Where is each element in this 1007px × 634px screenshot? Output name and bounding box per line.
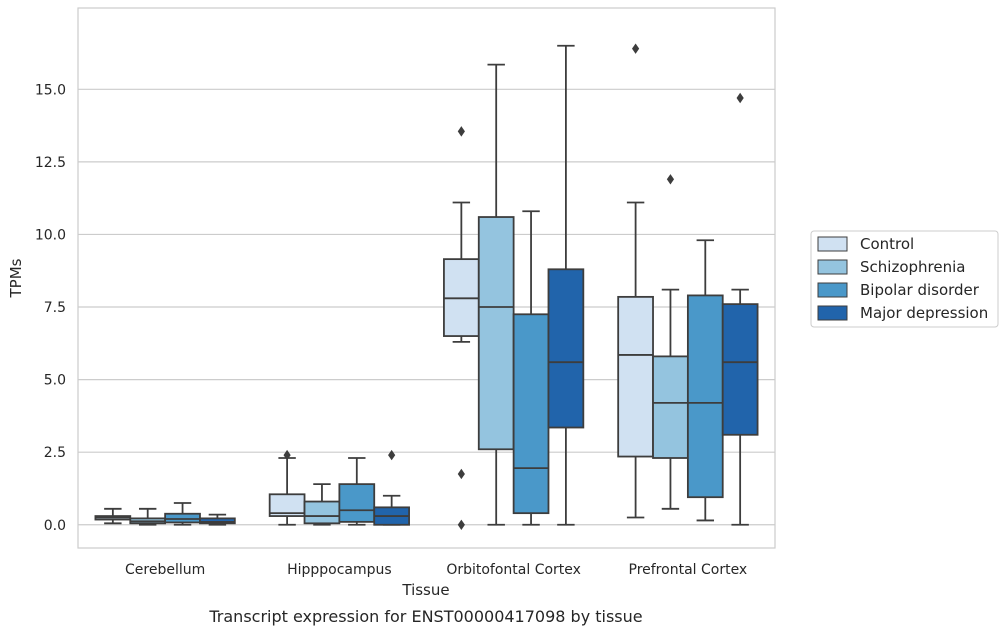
gridlines — [78, 88, 775, 526]
outlier-marker — [736, 92, 744, 104]
y-tick-label: 5.0 — [44, 373, 66, 389]
box-schizophrenia — [652, 174, 689, 510]
chart-caption: Transcript expression for ENST0000041709… — [208, 607, 642, 626]
box-major-depression — [547, 44, 585, 526]
legend-label: Schizophrenia — [860, 258, 965, 276]
box-bipolar-disorder — [164, 502, 201, 526]
box-bipolar-disorder — [512, 210, 550, 526]
outlier-marker — [632, 43, 640, 54]
y-tick-label: 2.5 — [44, 445, 66, 461]
iqr-box — [617, 295, 654, 458]
legend-swatch — [817, 236, 848, 252]
x-tick-labels: Cerebellum Hipppocampus Orbitofontal Corte… — [125, 562, 747, 578]
legend-label: Bipolar disorder — [860, 281, 980, 299]
legend-entries: Control Schizophrenia Bipolar disorder Majo… — [817, 235, 988, 322]
outlier-marker — [388, 449, 396, 461]
iqr-box — [547, 268, 585, 429]
iqr-box — [199, 517, 236, 525]
x-tick-label: Cerebellum — [125, 562, 205, 578]
y-tick-label: 0.0 — [44, 518, 66, 534]
box-major-depression — [199, 513, 236, 526]
outlier-marker — [666, 174, 675, 185]
box-bipolar-disorder — [338, 457, 376, 526]
y-tick-label: 12.5 — [35, 155, 66, 171]
box-bipolar-disorder — [686, 239, 724, 522]
iqr-box — [477, 216, 515, 451]
legend: Control Schizophrenia Bipolar disorder Majo… — [810, 230, 999, 328]
legend-swatch — [817, 305, 848, 321]
box-series-layer — [94, 43, 759, 530]
y-tick-label: 15.0 — [35, 82, 66, 98]
box-schizophrenia — [129, 507, 167, 526]
box-control — [443, 126, 480, 530]
box-major-depression — [373, 449, 410, 526]
iqr-box — [338, 483, 376, 523]
iqr-box — [652, 355, 689, 459]
box-control — [268, 449, 306, 526]
y-tick-label: 7.5 — [44, 300, 66, 316]
iqr-box — [512, 313, 550, 515]
legend-label: Major depression — [860, 304, 988, 322]
outlier-marker — [457, 126, 465, 137]
x-tick-label: Orbitofontal Cortex — [446, 562, 581, 578]
iqr-box — [721, 303, 759, 436]
legend-swatch — [817, 259, 848, 275]
outlier-marker — [457, 468, 465, 480]
plot-area-frame — [77, 7, 776, 549]
legend-swatch — [817, 282, 848, 298]
box-control — [617, 43, 654, 519]
outlier-marker — [283, 449, 291, 461]
box-schizophrenia — [477, 63, 515, 526]
outlier-marker — [457, 519, 465, 530]
box-major-depression — [721, 92, 759, 526]
box-control — [94, 507, 132, 525]
legend-label: Control — [860, 235, 914, 253]
legend-frame — [810, 230, 999, 328]
iqr-box — [686, 294, 724, 499]
x-axis-label: Tissue — [401, 581, 449, 599]
x-tick-label: Hipppocampus — [287, 562, 392, 578]
y-tick-labels: 0.0 2.5 5.0 7.5 10.0 12.5 15.0 — [35, 82, 66, 533]
box-schizophrenia — [303, 483, 341, 526]
y-tick-label: 10.0 — [35, 227, 66, 243]
x-tick-label: Prefrontal Cortex — [629, 562, 748, 578]
y-axis-label: TPMs — [7, 258, 25, 298]
iqr-box — [303, 500, 341, 525]
